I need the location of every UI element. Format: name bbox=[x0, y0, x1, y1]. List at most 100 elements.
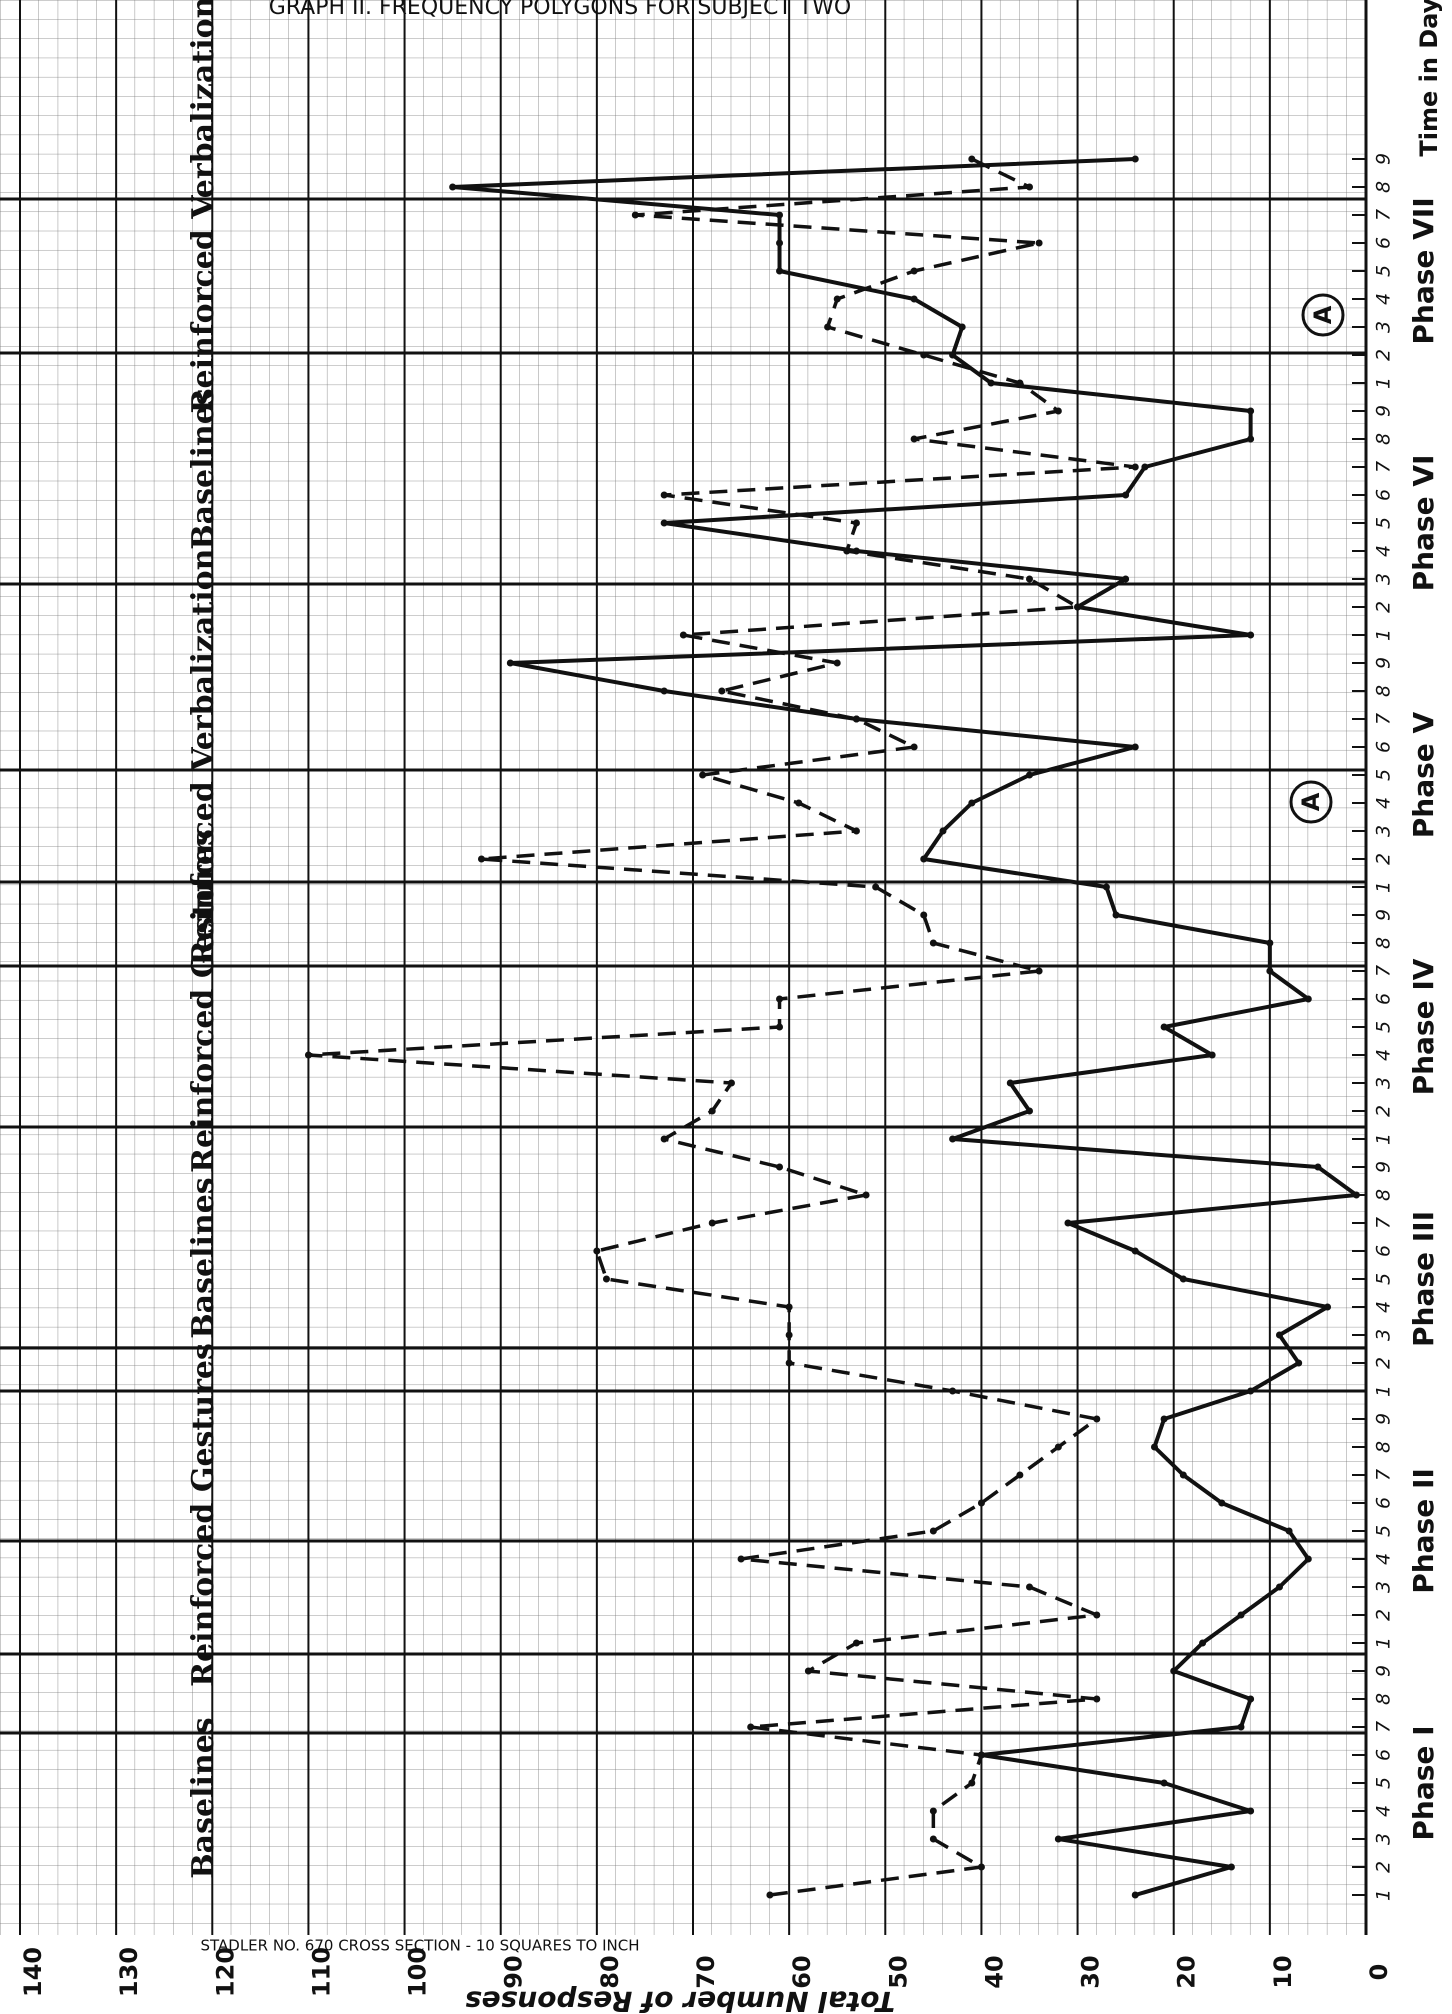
day-label: 5 bbox=[1373, 1777, 1395, 1789]
data-point bbox=[920, 351, 928, 359]
data-point bbox=[660, 491, 668, 499]
day-label: 1 bbox=[1373, 377, 1395, 389]
data-point bbox=[968, 155, 976, 163]
data-point bbox=[477, 855, 485, 863]
data-point bbox=[1352, 1191, 1360, 1199]
day-label: 4 bbox=[1373, 1805, 1395, 1817]
day-label: 9 bbox=[1373, 1665, 1395, 1677]
day-label: 5 bbox=[1373, 1273, 1395, 1285]
data-point bbox=[1247, 435, 1255, 443]
day-label: 2 bbox=[1373, 349, 1395, 361]
data-point bbox=[1266, 939, 1274, 947]
data-point bbox=[1026, 1107, 1033, 1115]
phase-label: Phase I bbox=[1407, 1725, 1440, 1840]
day-label: 8 bbox=[1373, 1189, 1395, 1201]
data-point bbox=[949, 351, 957, 359]
day-label: 1 bbox=[1373, 1385, 1395, 1397]
data-point bbox=[1208, 1051, 1216, 1059]
day-label: 9 bbox=[1373, 1161, 1395, 1173]
day-label: 6 bbox=[1373, 237, 1395, 249]
data-point bbox=[776, 211, 784, 219]
data-point bbox=[776, 1023, 784, 1031]
day-label: 7 bbox=[1373, 209, 1395, 221]
data-point bbox=[776, 239, 784, 247]
day-label: 6 bbox=[1373, 489, 1395, 501]
data-point bbox=[910, 435, 918, 443]
data-point bbox=[1247, 631, 1255, 639]
data-point bbox=[1093, 1415, 1101, 1423]
phase-label: Phase III bbox=[1407, 1211, 1440, 1347]
data-point bbox=[1199, 1639, 1207, 1647]
y-axis-label: Time in Days bbox=[1415, 0, 1443, 157]
data-point bbox=[929, 939, 937, 947]
data-point bbox=[602, 1275, 610, 1283]
data-point bbox=[852, 519, 860, 527]
data-point bbox=[1131, 743, 1139, 751]
day-label: 8 bbox=[1373, 937, 1395, 949]
day-label: 9 bbox=[1373, 153, 1395, 165]
annotation-circle bbox=[1301, 293, 1345, 337]
data-point bbox=[1093, 1695, 1101, 1703]
day-label: 4 bbox=[1373, 797, 1395, 809]
day-label: 2 bbox=[1373, 1105, 1395, 1117]
data-point bbox=[852, 1639, 860, 1647]
day-label: 9 bbox=[1373, 657, 1395, 669]
day-label: 9 bbox=[1373, 405, 1395, 417]
day-label: 7 bbox=[1373, 461, 1395, 473]
data-point bbox=[1227, 1863, 1235, 1871]
x-tick-label: 130 bbox=[115, 1947, 143, 1997]
data-point bbox=[776, 1163, 784, 1171]
data-point bbox=[1160, 1415, 1168, 1423]
data-point bbox=[679, 631, 687, 639]
data-point bbox=[804, 1667, 812, 1675]
data-point bbox=[977, 1751, 985, 1759]
data-point bbox=[977, 1499, 985, 1507]
data-point bbox=[1054, 407, 1062, 415]
day-label: 4 bbox=[1373, 1049, 1395, 1061]
day-label: 1 bbox=[1373, 1637, 1395, 1649]
phase-label: Phase VI bbox=[1407, 455, 1440, 592]
day-label: 2 bbox=[1373, 1357, 1395, 1369]
data-point bbox=[1122, 491, 1130, 499]
data-point bbox=[727, 1079, 735, 1087]
data-point bbox=[1314, 1163, 1322, 1171]
data-point bbox=[920, 911, 928, 919]
phase-label: Phase IV bbox=[1407, 958, 1440, 1095]
annotation: A bbox=[1297, 792, 1325, 811]
data-point bbox=[1266, 967, 1274, 975]
condition-label: Baselines bbox=[186, 1717, 221, 1878]
data-point bbox=[1275, 1331, 1283, 1339]
day-label: 1 bbox=[1373, 629, 1395, 641]
data-point bbox=[631, 211, 639, 219]
data-point bbox=[506, 659, 514, 667]
day-label: 7 bbox=[1373, 965, 1395, 977]
day-label: 8 bbox=[1373, 1441, 1395, 1453]
x-tick-label: 120 bbox=[211, 1947, 239, 1997]
data-point bbox=[1122, 575, 1130, 583]
data-point bbox=[833, 659, 841, 667]
data-point bbox=[708, 1107, 716, 1115]
data-point bbox=[1247, 1807, 1255, 1815]
data-point bbox=[1237, 1611, 1245, 1619]
day-label: 3 bbox=[1373, 1581, 1395, 1593]
data-point bbox=[852, 827, 860, 835]
x-tick-label: 140 bbox=[19, 1947, 47, 1997]
data-point bbox=[1131, 155, 1139, 163]
day-label: 8 bbox=[1373, 1693, 1395, 1705]
day-label: 1 bbox=[1373, 1133, 1395, 1145]
data-point bbox=[795, 799, 803, 807]
condition-boundaries bbox=[0, 197, 1366, 1735]
day-label: 1 bbox=[1373, 881, 1395, 893]
data-point bbox=[910, 743, 918, 751]
x-tick-label: 110 bbox=[307, 1947, 335, 1997]
data-point bbox=[1150, 1443, 1158, 1451]
day-label: 9 bbox=[1373, 909, 1395, 921]
day-label: 5 bbox=[1373, 1021, 1395, 1033]
day-label: 2 bbox=[1373, 853, 1395, 865]
day-label: 6 bbox=[1373, 1245, 1395, 1257]
day-label: 3 bbox=[1373, 321, 1395, 333]
day-label: 5 bbox=[1373, 517, 1395, 529]
condition-label: Reinforced Gestures bbox=[186, 829, 221, 1173]
data-point bbox=[766, 1891, 774, 1899]
data-point bbox=[785, 1331, 793, 1339]
